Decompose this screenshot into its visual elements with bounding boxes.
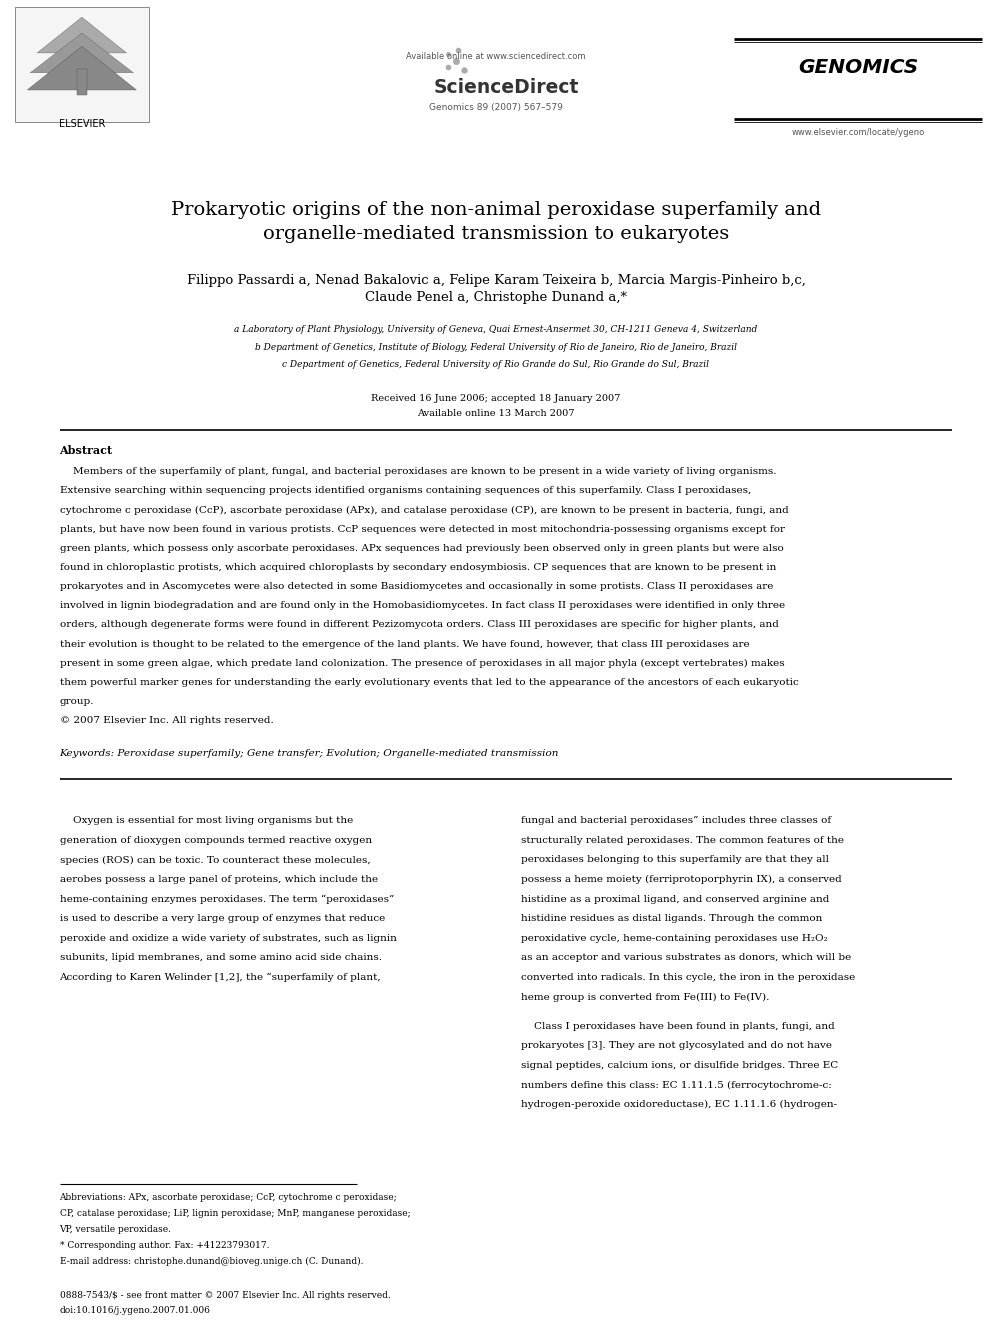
- Text: generation of dioxygen compounds termed reactive oxygen: generation of dioxygen compounds termed …: [60, 836, 372, 845]
- Text: b Department of Genetics, Institute of Biology, Federal University of Rio de Jan: b Department of Genetics, Institute of B…: [255, 343, 737, 352]
- Polygon shape: [27, 46, 136, 90]
- Text: prokaryotes and in Ascomycetes were also detected in some Basidiomycetes and occ: prokaryotes and in Ascomycetes were also…: [60, 582, 773, 591]
- Text: cytochrome c peroxidase (CcP), ascorbate peroxidase (APx), and catalase peroxida: cytochrome c peroxidase (CcP), ascorbate…: [60, 505, 789, 515]
- Text: Members of the superfamily of plant, fungal, and bacterial peroxidases are known: Members of the superfamily of plant, fun…: [60, 467, 776, 476]
- Text: c Department of Genetics, Federal University of Rio Grande do Sul, Rio Grande do: c Department of Genetics, Federal Univer…: [283, 360, 709, 369]
- Text: Received 16 June 2006; accepted 18 January 2007: Received 16 June 2006; accepted 18 Janua…: [371, 394, 621, 404]
- Text: heme group is converted from Fe(III) to Fe(IV).: heme group is converted from Fe(III) to …: [521, 992, 769, 1002]
- Text: doi:10.1016/j.ygeno.2007.01.006: doi:10.1016/j.ygeno.2007.01.006: [60, 1306, 210, 1315]
- Text: converted into radicals. In this cycle, the iron in the peroxidase: converted into radicals. In this cycle, …: [521, 972, 855, 982]
- Text: © 2007 Elsevier Inc. All rights reserved.: © 2007 Elsevier Inc. All rights reserved…: [60, 717, 273, 725]
- Text: is used to describe a very large group of enzymes that reduce: is used to describe a very large group o…: [60, 914, 385, 923]
- Text: plants, but have now been found in various protists. CcP sequences were detected: plants, but have now been found in vario…: [60, 525, 785, 533]
- Text: green plants, which possess only ascorbate peroxidases. APx sequences had previo: green plants, which possess only ascorba…: [60, 544, 784, 553]
- Text: heme-containing enzymes peroxidases. The term “peroxidases”: heme-containing enzymes peroxidases. The…: [60, 894, 394, 904]
- Text: Available online 13 March 2007: Available online 13 March 2007: [418, 409, 574, 418]
- Text: signal peptides, calcium ions, or disulfide bridges. Three EC: signal peptides, calcium ions, or disulf…: [521, 1061, 838, 1070]
- Text: Keywords: Peroxidase superfamily; Gene transfer; Evolution; Organelle-mediated t: Keywords: Peroxidase superfamily; Gene t…: [60, 749, 558, 758]
- Text: peroxidative cycle, heme-containing peroxidases use H₂O₂: peroxidative cycle, heme-containing pero…: [521, 934, 827, 943]
- Polygon shape: [37, 17, 127, 53]
- Text: prokaryotes [3]. They are not glycosylated and do not have: prokaryotes [3]. They are not glycosylat…: [521, 1041, 832, 1050]
- Text: group.: group.: [60, 697, 94, 706]
- Text: as an acceptor and various substrates as donors, which will be: as an acceptor and various substrates as…: [521, 954, 851, 962]
- Text: GENOMICS: GENOMICS: [798, 57, 919, 77]
- Text: histidine as a proximal ligand, and conserved arginine and: histidine as a proximal ligand, and cons…: [521, 894, 829, 904]
- Text: organelle-mediated transmission to eukaryotes: organelle-mediated transmission to eukar…: [263, 225, 729, 243]
- Text: Filippo Passardi a, Nenad Bakalovic a, Felipe Karam Teixeira b, Marcia Margis-Pi: Filippo Passardi a, Nenad Bakalovic a, F…: [186, 274, 806, 287]
- Text: subunits, lipid membranes, and some amino acid side chains.: subunits, lipid membranes, and some amin…: [60, 954, 382, 962]
- Text: E-mail address: christophe.dunand@bioveg.unige.ch (C. Dunand).: E-mail address: christophe.dunand@bioveg…: [60, 1257, 363, 1266]
- Text: ScienceDirect: ScienceDirect: [434, 78, 578, 97]
- Text: Prokaryotic origins of the non-animal peroxidase superfamily and: Prokaryotic origins of the non-animal pe…: [171, 201, 821, 220]
- Text: Claude Penel a, Christophe Dunand a,*: Claude Penel a, Christophe Dunand a,*: [365, 291, 627, 304]
- Text: their evolution is thought to be related to the emergence of the land plants. We: their evolution is thought to be related…: [60, 640, 749, 648]
- Text: Available online at www.sciencedirect.com: Available online at www.sciencedirect.co…: [407, 52, 585, 61]
- Text: species (ROS) can be toxic. To counteract these molecules,: species (ROS) can be toxic. To counterac…: [60, 856, 370, 864]
- Text: According to Karen Welinder [1,2], the “superfamily of plant,: According to Karen Welinder [1,2], the “…: [60, 972, 381, 982]
- Text: ELSEVIER: ELSEVIER: [59, 119, 105, 130]
- Text: numbers define this class: EC 1.11.1.5 (ferrocytochrome-c:: numbers define this class: EC 1.11.1.5 (…: [521, 1081, 831, 1090]
- Text: Class I peroxidases have been found in plants, fungi, and: Class I peroxidases have been found in p…: [521, 1021, 834, 1031]
- Text: Genomics 89 (2007) 567–579: Genomics 89 (2007) 567–579: [430, 103, 562, 112]
- Text: Abbreviations: APx, ascorbate peroxidase; CcP, cytochrome c peroxidase;: Abbreviations: APx, ascorbate peroxidase…: [60, 1193, 397, 1203]
- Text: found in chloroplastic protists, which acquired chloroplasts by secondary endosy: found in chloroplastic protists, which a…: [60, 564, 776, 572]
- Text: aerobes possess a large panel of proteins, which include the: aerobes possess a large panel of protein…: [60, 875, 378, 884]
- Text: fungal and bacterial peroxidases” includes three classes of: fungal and bacterial peroxidases” includ…: [521, 816, 831, 826]
- Text: www.elsevier.com/locate/ygeno: www.elsevier.com/locate/ygeno: [792, 127, 925, 136]
- Text: structurally related peroxidases. The common features of the: structurally related peroxidases. The co…: [521, 836, 844, 845]
- Text: orders, although degenerate forms were found in different Pezizomycota orders. C: orders, although degenerate forms were f…: [60, 620, 779, 630]
- Polygon shape: [30, 33, 133, 73]
- Text: possess a heme moiety (ferriprotoporphyrin IX), a conserved: possess a heme moiety (ferriprotoporphyr…: [521, 875, 841, 884]
- Text: peroxide and oxidize a wide variety of substrates, such as lignin: peroxide and oxidize a wide variety of s…: [60, 934, 397, 943]
- Text: 0888-7543/$ - see front matter © 2007 Elsevier Inc. All rights reserved.: 0888-7543/$ - see front matter © 2007 El…: [60, 1291, 390, 1301]
- Text: histidine residues as distal ligands. Through the common: histidine residues as distal ligands. Th…: [521, 914, 822, 923]
- Text: Extensive searching within sequencing projects identified organisms containing s: Extensive searching within sequencing pr…: [60, 486, 751, 495]
- Bar: [15, 7, 149, 122]
- Text: a Laboratory of Plant Physiology, University of Geneva, Quai Ernest-Ansermet 30,: a Laboratory of Plant Physiology, Univer…: [234, 325, 758, 335]
- Text: VP, versatile peroxidase.: VP, versatile peroxidase.: [60, 1225, 172, 1234]
- Text: CP, catalase peroxidase; LiP, lignin peroxidase; MnP, manganese peroxidase;: CP, catalase peroxidase; LiP, lignin per…: [60, 1209, 410, 1218]
- Text: * Corresponding author. Fax: +41223793017.: * Corresponding author. Fax: +4122379301…: [60, 1241, 269, 1250]
- Bar: [76, 69, 86, 95]
- Text: peroxidases belonging to this superfamily are that they all: peroxidases belonging to this superfamil…: [521, 856, 828, 864]
- Text: involved in lignin biodegradation and are found only in the Homobasidiomycetes. : involved in lignin biodegradation and ar…: [60, 602, 785, 610]
- Text: them powerful marker genes for understanding the early evolutionary events that : them powerful marker genes for understan…: [60, 679, 799, 687]
- Text: Oxygen is essential for most living organisms but the: Oxygen is essential for most living orga…: [60, 816, 353, 826]
- Text: hydrogen-peroxide oxidoreductase), EC 1.11.1.6 (hydrogen-: hydrogen-peroxide oxidoreductase), EC 1.…: [521, 1101, 837, 1109]
- Text: Abstract: Abstract: [60, 445, 113, 455]
- Text: present in some green algae, which predate land colonization. The presence of pe: present in some green algae, which preda…: [60, 659, 784, 668]
